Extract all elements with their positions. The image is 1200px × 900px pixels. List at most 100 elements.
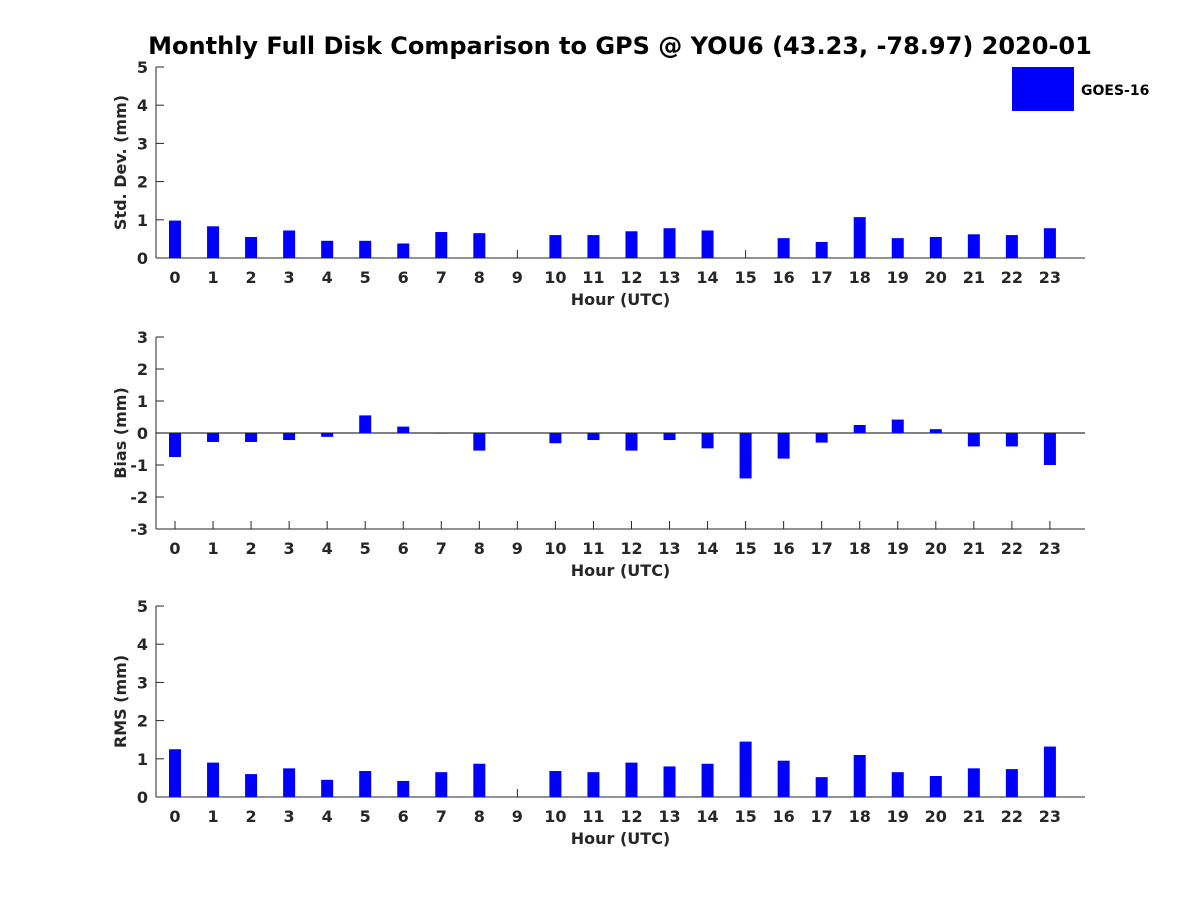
x-tick-label: 1 [207,807,218,826]
bar [701,230,714,258]
x-tick-label: 4 [322,539,333,558]
bar [397,780,410,797]
x-tick-label: 6 [398,268,409,287]
x-tick-label: 5 [360,807,371,826]
bar [359,771,372,797]
x-tick-label: 10 [544,807,566,826]
y-tick-label: 2 [137,360,148,379]
x-tick-label: 12 [620,539,642,558]
x-tick-label: 13 [658,807,680,826]
bar [245,236,258,258]
x-axis-label: Hour (UTC) [571,829,671,848]
bar [777,433,790,459]
x-tick-label: 8 [474,807,485,826]
x-tick-label: 6 [398,539,409,558]
x-tick-label: 11 [582,807,604,826]
x-tick-label: 13 [658,268,680,287]
x-tick-label: 2 [246,539,257,558]
x-tick-label: 14 [696,268,718,287]
x-tick-label: 16 [773,539,795,558]
x-tick-label: 2 [246,268,257,287]
x-tick-label: 9 [512,268,523,287]
legend-swatch [1012,67,1074,111]
bar [321,240,334,258]
bar [625,231,638,258]
x-tick-label: 0 [169,539,180,558]
x-tick-label: 20 [925,539,947,558]
bar [739,741,752,797]
x-tick-label: 18 [849,807,871,826]
y-tick-label: 4 [137,96,148,115]
x-tick-label: 18 [849,268,871,287]
bar [663,766,676,797]
x-tick-label: 16 [773,268,795,287]
x-tick-label: 22 [1001,807,1023,826]
bar [1043,746,1056,797]
bar [397,426,410,433]
x-tick-label: 23 [1039,268,1061,287]
bar [359,415,372,433]
x-tick-label: 17 [811,807,833,826]
bar [853,217,866,258]
x-tick-label: 22 [1001,268,1023,287]
bar [359,240,372,258]
bar [321,433,334,437]
bar [207,226,220,258]
x-tick-label: 15 [734,268,756,287]
bar [625,762,638,797]
bar [473,763,486,797]
bar [283,768,296,797]
y-axis-label: Bias (mm) [111,387,130,479]
bar [1043,433,1056,465]
legend-label: GOES-16 [1081,83,1149,99]
x-tick-label: 7 [436,539,447,558]
bar [701,763,714,797]
bar [663,228,676,258]
bar [1005,769,1018,797]
x-tick-label: 20 [925,807,947,826]
x-tick-label: 11 [582,539,604,558]
x-tick-label: 7 [436,807,447,826]
bar [587,772,600,797]
x-axis-label: Hour (UTC) [571,290,671,309]
bar [283,230,296,258]
bar [169,220,181,258]
chart-title: Monthly Full Disk Comparison to GPS @ YO… [148,32,1092,60]
x-tick-label: 21 [963,539,985,558]
bar [663,433,676,441]
y-tick-label: 2 [137,173,148,192]
bar [853,425,866,433]
x-tick-label: 9 [512,807,523,826]
x-tick-label: 2 [246,807,257,826]
x-tick-label: 19 [887,807,909,826]
bar [245,433,258,442]
x-tick-label: 21 [963,268,985,287]
y-tick-label: -3 [130,520,148,539]
bar [435,772,448,797]
bar [929,429,942,433]
bar [587,433,600,441]
bar [967,234,980,258]
x-tick-label: 4 [322,268,333,287]
bar [473,233,486,258]
y-tick-label: 1 [137,211,148,230]
x-tick-label: 15 [734,807,756,826]
x-tick-label: 22 [1001,539,1023,558]
bar [815,433,828,443]
x-tick-label: 0 [169,807,180,826]
x-tick-label: 6 [398,807,409,826]
y-tick-label: 4 [137,635,148,654]
y-tick-label: 3 [137,673,148,692]
x-tick-label: 14 [696,807,718,826]
bar [321,779,334,797]
bar [587,235,600,258]
bar [549,771,562,797]
bar [283,433,296,441]
x-tick-label: 20 [925,268,947,287]
x-tick-label: 17 [811,268,833,287]
bar [245,774,258,797]
x-tick-label: 5 [360,539,371,558]
bar [815,777,828,797]
